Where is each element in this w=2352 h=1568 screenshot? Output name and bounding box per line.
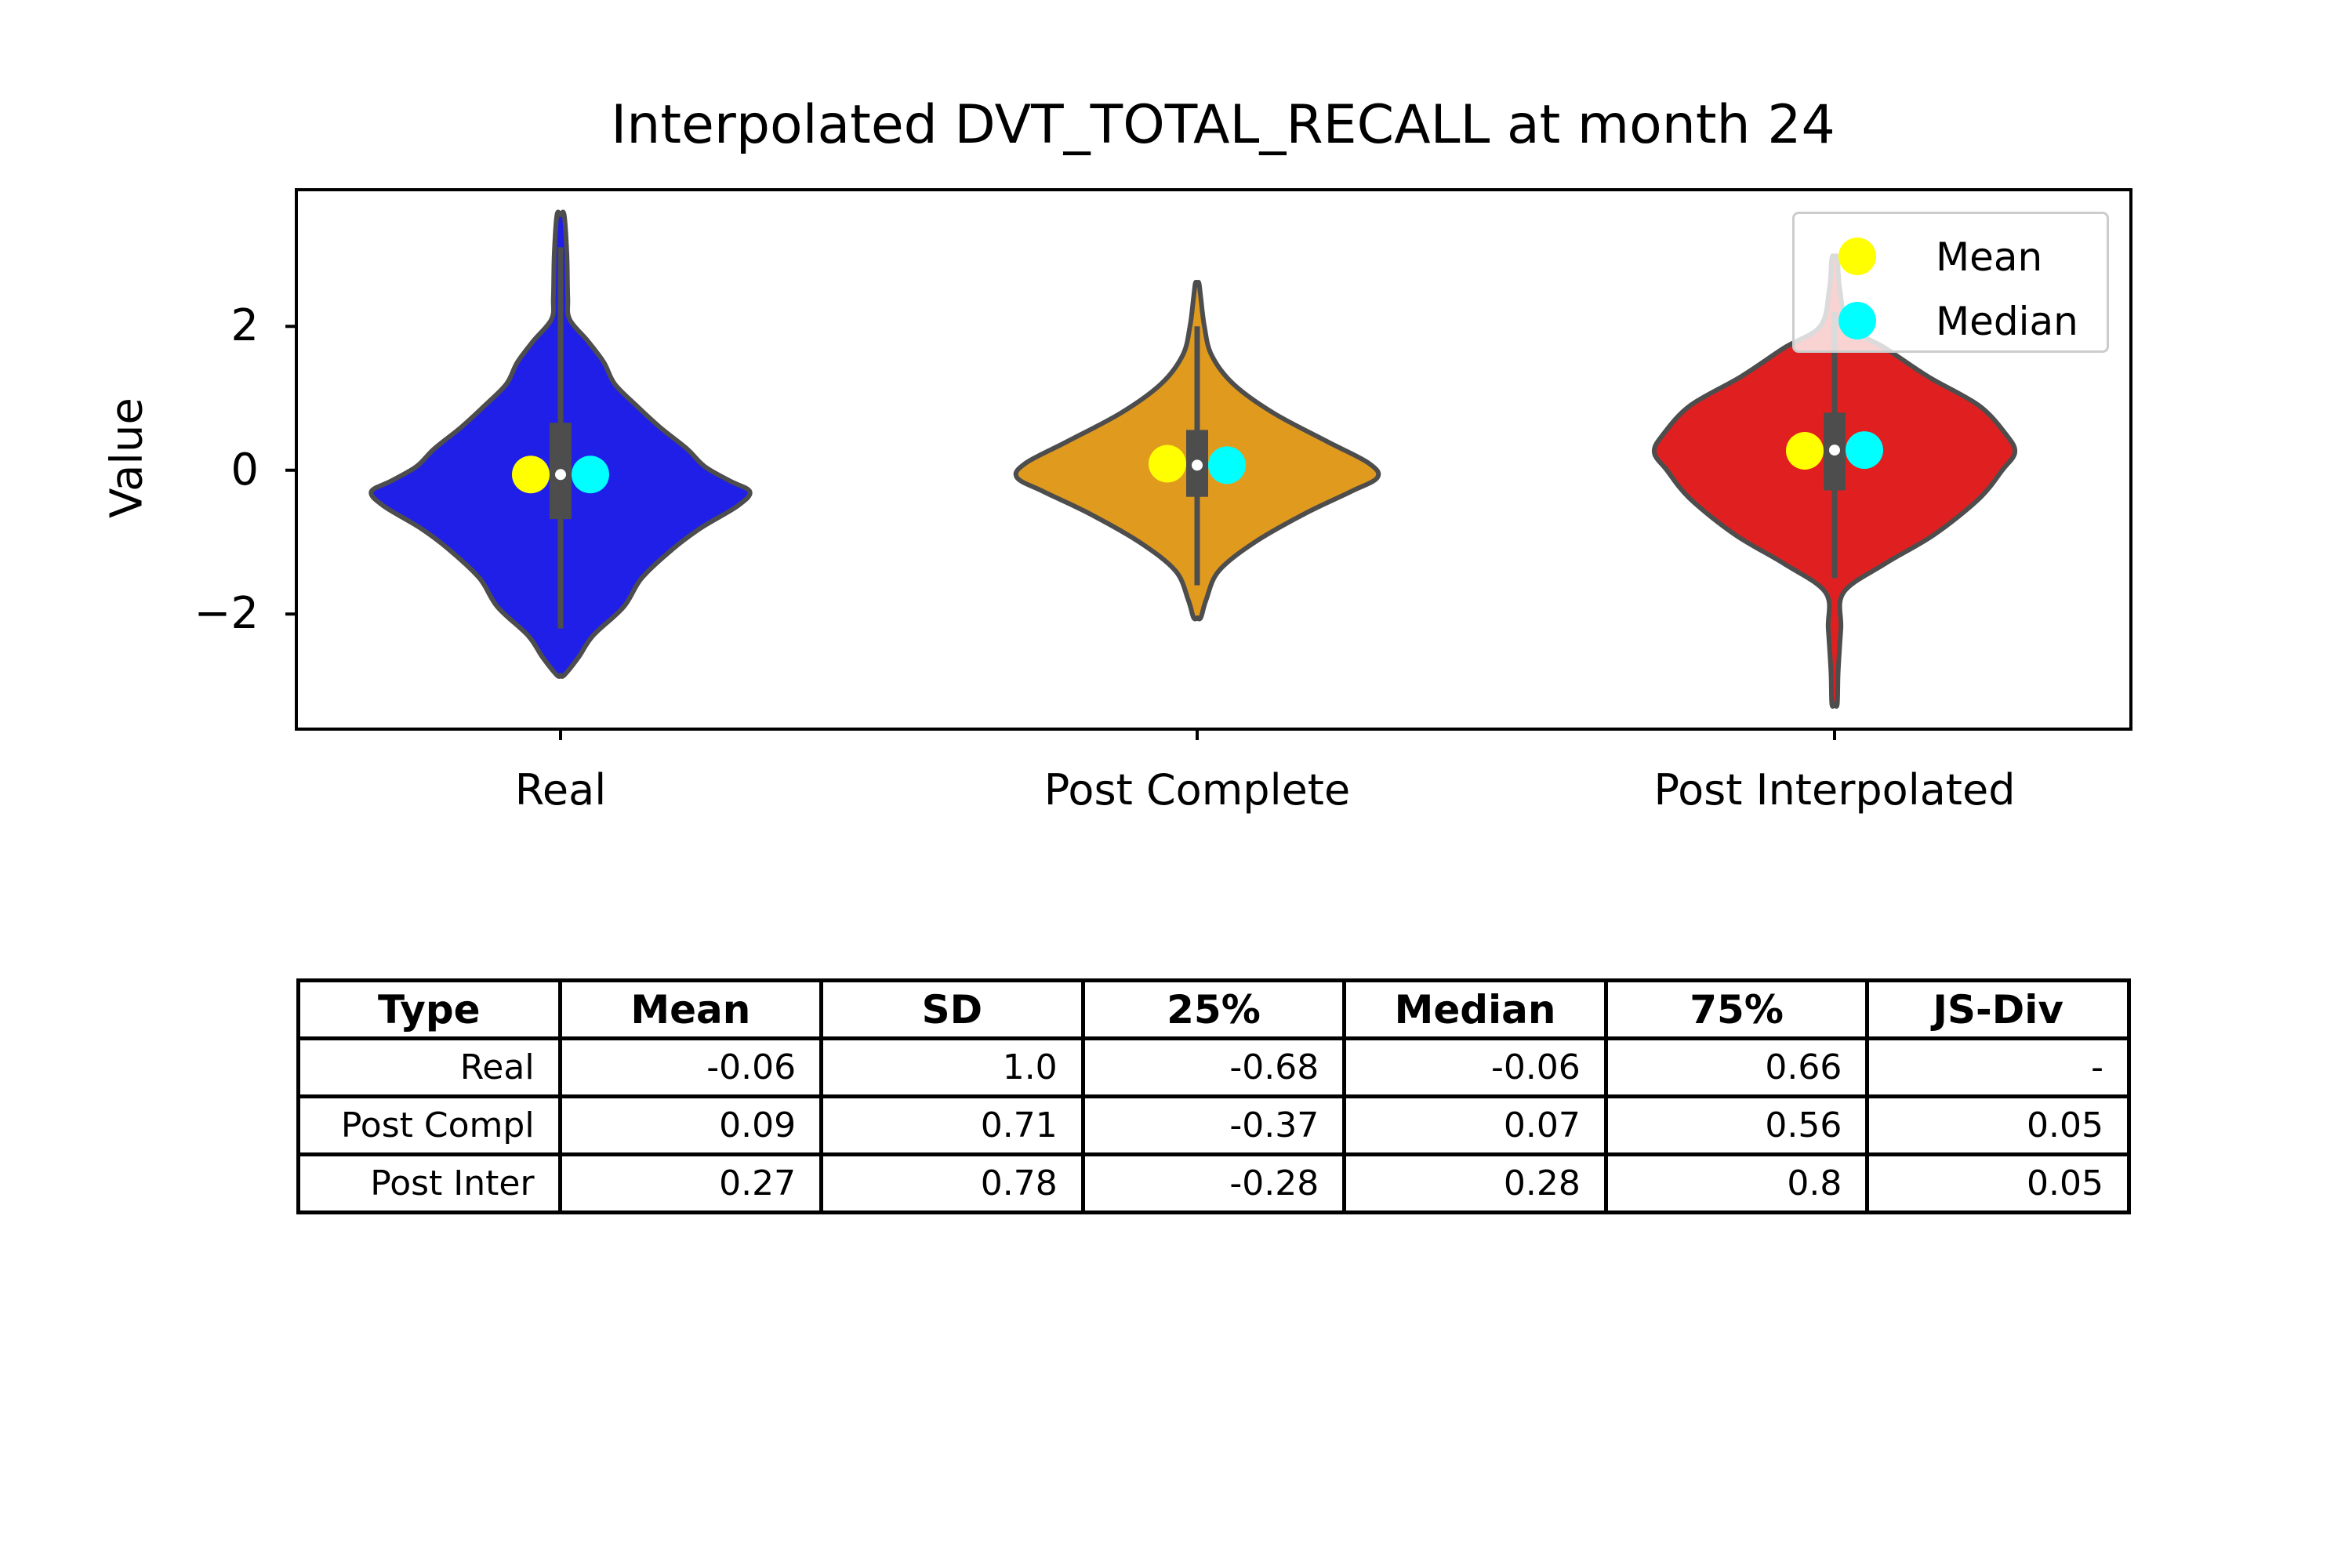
table-cell: 0.78 (819, 1152, 1085, 1214)
x-tick-label: Post Complete (1044, 765, 1351, 815)
table-cell: Real (296, 1036, 562, 1098)
legend-mean-label: Mean (1936, 234, 2043, 280)
mean-marker (512, 456, 550, 494)
table-header: SD (819, 978, 1085, 1040)
y-tick-label: 0 (230, 444, 259, 495)
table-cell: 1.0 (819, 1036, 1085, 1098)
table-header-row: Type Mean SD 25% Median 75% JS-Div (296, 978, 2131, 1040)
mean-marker (1786, 431, 1824, 470)
table-cell: -0.28 (1080, 1152, 1347, 1214)
y-axis-label: Value (101, 397, 153, 518)
table-cell: 0.09 (557, 1094, 824, 1156)
median-marker (1208, 446, 1246, 485)
table-cell: -0.68 (1080, 1036, 1347, 1098)
legend-item-median: Median (1795, 294, 2107, 349)
x-tick-label: Real (514, 765, 607, 815)
table-cell: Post Inter (296, 1152, 562, 1214)
stats-table: Type Mean SD 25% Median 75% JS-Div Real … (296, 978, 2131, 1214)
violin-median-dot (555, 469, 566, 481)
table-header: Mean (557, 978, 824, 1040)
table-cell: -0.37 (1080, 1094, 1347, 1156)
table-cell: -0.06 (557, 1036, 824, 1098)
table-header: 25% (1080, 978, 1347, 1040)
legend-median-label: Median (1936, 299, 2078, 344)
legend-median-marker (1838, 302, 1876, 339)
chart-title: Interpolated DVT_TOTAL_RECALL at month 2… (611, 94, 1835, 156)
table-cell: 0.8 (1603, 1152, 1870, 1214)
mean-marker (1149, 445, 1186, 483)
violin-median-dot (1829, 445, 1840, 456)
table-cell: 0.28 (1342, 1152, 1608, 1214)
table-header: Median (1342, 978, 1608, 1040)
table-cell: Post Compl (296, 1094, 562, 1156)
table-header: Type (296, 978, 562, 1040)
table-row: Real -0.06 1.0 -0.68 -0.06 0.66 - (296, 1036, 2131, 1098)
table-cell: 0.56 (1603, 1094, 1870, 1156)
table-row: Post Inter 0.27 0.78 -0.28 0.28 0.8 0.05 (296, 1152, 2131, 1214)
table-cell: - (1865, 1036, 2131, 1098)
median-marker (572, 456, 609, 494)
table-cell: 0.27 (557, 1152, 824, 1214)
table-row: Post Compl 0.09 0.71 -0.37 0.07 0.56 0.0… (296, 1094, 2131, 1156)
table-cell: 0.05 (1865, 1094, 2131, 1156)
median-marker (1846, 431, 1883, 470)
x-tick-label: Post Interpolated (1653, 765, 2016, 815)
table-cell: 0.05 (1865, 1152, 2131, 1214)
legend-item-mean: Mean (1795, 230, 2107, 285)
legend-mean-marker (1838, 238, 1876, 275)
plot-frame (295, 188, 2132, 731)
y-tick-label: −2 (194, 588, 259, 640)
violin-median-dot (1192, 459, 1203, 471)
y-tick-label: 2 (230, 300, 259, 352)
table-cell: 0.07 (1342, 1094, 1608, 1156)
table-header: 75% (1603, 978, 1870, 1040)
table-cell: 0.66 (1603, 1036, 1870, 1098)
table-header: JS-Div (1865, 978, 2131, 1040)
legend: Mean Median (1792, 212, 2109, 353)
table-cell: 0.71 (819, 1094, 1085, 1156)
table-cell: -0.06 (1342, 1036, 1608, 1098)
